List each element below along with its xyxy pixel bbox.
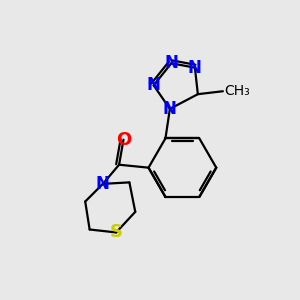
Text: CH₃: CH₃ xyxy=(224,84,250,98)
Text: N: N xyxy=(188,59,202,77)
Text: N: N xyxy=(147,76,160,94)
Text: O: O xyxy=(116,131,131,149)
Text: S: S xyxy=(110,224,123,242)
Text: N: N xyxy=(96,175,110,193)
Text: N: N xyxy=(163,100,177,118)
Text: N: N xyxy=(164,54,178,72)
